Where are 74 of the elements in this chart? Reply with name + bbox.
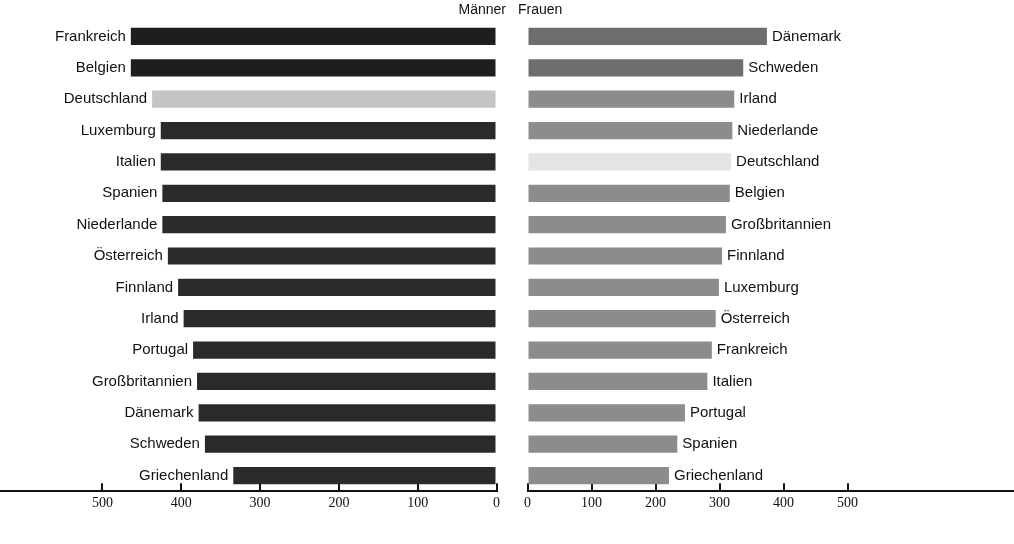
bar	[528, 372, 708, 391]
bar	[528, 216, 726, 234]
bar	[528, 435, 678, 453]
y-tick-label: Niederlande	[76, 214, 158, 232]
bar	[162, 184, 496, 202]
y-tick-label: Portugal	[132, 340, 189, 358]
y-tick-label: Belgien	[75, 57, 126, 75]
bar	[160, 153, 496, 171]
x-tick-label: 500	[91, 495, 113, 511]
bar	[162, 216, 496, 234]
y-tick-label: Italien	[115, 152, 156, 170]
x-tick-label: 100	[581, 495, 603, 511]
bar	[528, 184, 730, 202]
bar	[528, 27, 767, 46]
y-tick-label: Schweden	[748, 57, 819, 75]
bar	[528, 247, 723, 265]
bar	[197, 372, 496, 391]
x-tick-label: 200	[645, 495, 667, 511]
x-tick-label: 300	[709, 495, 731, 511]
y-tick-label: Schweden	[129, 434, 200, 452]
y-tick-label: Griechenland	[139, 465, 229, 483]
bar	[528, 59, 744, 77]
y-tick-label: Irland	[739, 89, 777, 107]
x-tick-label: 0	[524, 495, 531, 511]
bar	[233, 466, 496, 485]
bar	[193, 341, 496, 359]
bar	[528, 90, 735, 108]
x-tick-label: 300	[249, 495, 271, 511]
x-tick-label: 0	[493, 495, 500, 511]
y-tick-label: Spanien	[682, 434, 738, 452]
y-tick-label: Frankreich	[716, 340, 788, 358]
bar	[130, 59, 496, 77]
y-tick-label: Spanien	[102, 183, 158, 201]
y-tick-label: Irland	[141, 308, 179, 326]
bar	[183, 310, 496, 328]
bar	[528, 404, 685, 422]
bar	[167, 247, 496, 265]
x-tick-label: 400	[773, 495, 795, 511]
chart-title: Männer	[458, 1, 507, 18]
bar	[198, 404, 496, 422]
x-tick-label: 500	[837, 495, 859, 511]
y-tick-label: Dänemark	[771, 26, 842, 44]
y-tick-label: Dänemark	[124, 402, 195, 420]
y-tick-label: Luxemburg	[80, 120, 156, 138]
y-tick-label: Deutschland	[736, 152, 820, 170]
y-tick-label: Italien	[712, 371, 753, 389]
bar	[130, 27, 496, 46]
bar	[528, 310, 716, 328]
y-tick-label: Frankreich	[54, 26, 126, 44]
y-tick-label: Großbritannien	[730, 214, 831, 232]
y-tick-label: Finnland	[115, 277, 174, 295]
chart-title: Frauen	[518, 1, 563, 18]
bar	[204, 435, 496, 453]
y-tick-label: Österreich	[93, 246, 163, 264]
y-tick-label: Portugal	[689, 402, 746, 420]
y-tick-label: Deutschland	[63, 89, 148, 107]
y-tick-label: Griechenland	[673, 465, 764, 483]
y-tick-label: Finnland	[727, 246, 785, 264]
bar	[152, 90, 496, 108]
bar	[528, 341, 712, 359]
bar	[528, 466, 669, 485]
y-tick-label: Großbritannien	[91, 371, 193, 389]
bar	[160, 121, 496, 140]
y-tick-label: Niederlande	[737, 120, 819, 138]
bar	[528, 121, 733, 140]
bar	[528, 153, 732, 171]
y-tick-label: Österreich	[720, 308, 790, 326]
x-tick-label: 100	[407, 495, 429, 511]
bar	[528, 278, 719, 296]
y-tick-label: Belgien	[734, 183, 785, 201]
y-tick-label: Luxemburg	[723, 277, 799, 295]
x-tick-label: 200	[328, 495, 350, 511]
x-tick-label: 400	[170, 495, 192, 511]
bar	[178, 278, 496, 296]
